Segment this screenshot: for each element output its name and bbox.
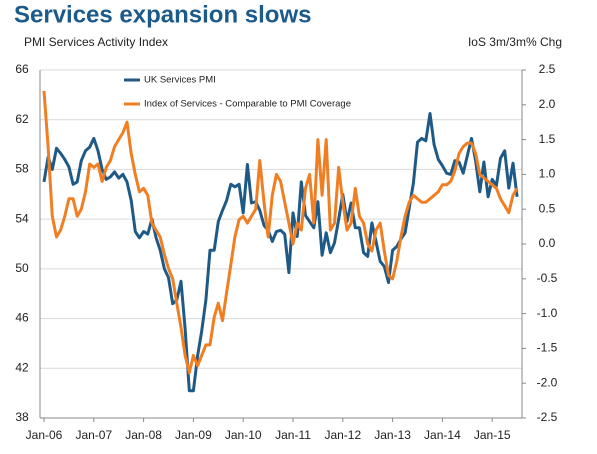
x-tick-label: Jan-15 <box>474 428 511 442</box>
y2-tick-label: 1.5 <box>539 132 556 146</box>
y-tick-label: 46 <box>15 311 29 325</box>
y2-tick-label: 2.0 <box>539 97 556 111</box>
y2-tick-label: -1.0 <box>537 306 558 320</box>
y-tick-label: 42 <box>15 360 29 374</box>
y2-tick-label: -0.5 <box>537 271 558 285</box>
x-tick-label: Jan-07 <box>75 428 112 442</box>
y-tick-label: 58 <box>15 162 29 176</box>
x-tick-label: Jan-13 <box>374 428 411 442</box>
legend-label: UK Services PMI <box>144 75 216 86</box>
y-tick-label: 62 <box>15 112 29 126</box>
x-tick-label: Jan-11 <box>275 428 311 442</box>
x-tick-label: Jan-06 <box>26 428 63 442</box>
y-axis-label: PMI Services Activity Index <box>24 35 168 49</box>
x-tick-label: Jan-10 <box>225 428 262 442</box>
series-line <box>42 112 519 393</box>
y2-axis-label: IoS 3m/3m% Chg <box>468 35 562 49</box>
x-tick-label: Jan-12 <box>324 428 361 442</box>
chart-title: Services expansion slows <box>14 1 311 28</box>
x-tick-label: Jan-14 <box>424 428 461 442</box>
y2-tick-label: 0.5 <box>539 201 556 215</box>
x-tick-label: Jan-08 <box>125 428 162 442</box>
y2-tick-label: -2.0 <box>537 375 558 389</box>
y-tick-label: 50 <box>15 261 29 275</box>
y-tick-label: 54 <box>15 211 29 225</box>
y2-tick-label: -2.5 <box>537 410 558 424</box>
y-tick-label: 66 <box>15 62 29 76</box>
y2-tick-label: -1.5 <box>537 341 558 355</box>
y-tick-label: 38 <box>15 410 29 424</box>
legend-label: Index of Services - Comparable to PMI Co… <box>144 99 351 110</box>
x-tick-label: Jan-09 <box>175 428 212 442</box>
y2-tick-label: 1.0 <box>539 167 556 181</box>
y2-tick-label: 2.5 <box>539 62 556 76</box>
series-line <box>42 90 519 375</box>
y2-tick-label: 0.0 <box>539 236 556 250</box>
